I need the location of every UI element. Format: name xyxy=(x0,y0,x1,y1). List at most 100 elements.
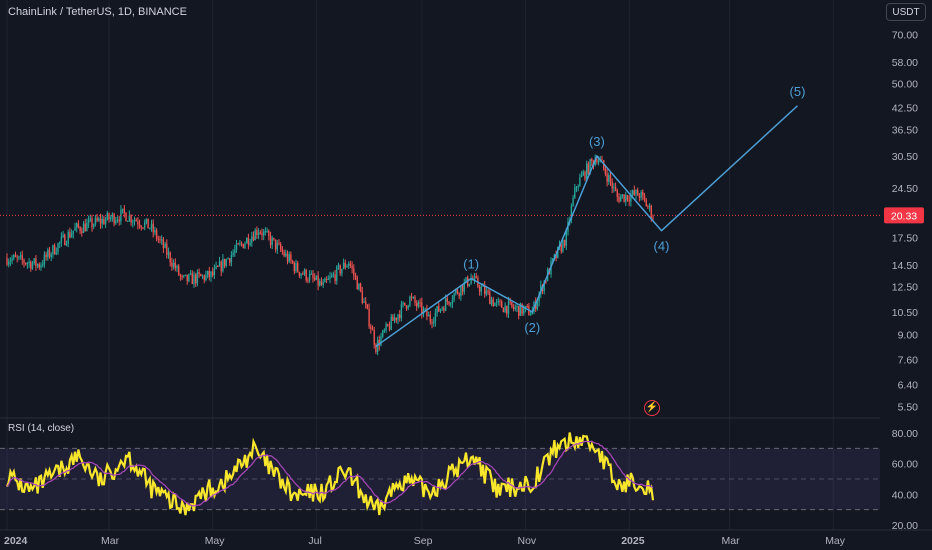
price-tick-label: 7.60 xyxy=(898,354,919,366)
price-tick-label: 9.00 xyxy=(898,330,919,342)
candle-body xyxy=(504,305,506,313)
candle-body xyxy=(638,195,641,198)
rsi-ma-line xyxy=(6,440,654,507)
candle-body xyxy=(283,252,285,256)
candle-body xyxy=(465,277,467,283)
candle-body xyxy=(72,230,74,234)
candle-body xyxy=(295,263,297,271)
candle-body xyxy=(254,230,256,241)
candle-body xyxy=(410,296,413,298)
candle-body xyxy=(344,262,346,268)
candle-body xyxy=(91,218,93,228)
candle-body xyxy=(429,314,431,322)
candle-body xyxy=(144,222,146,228)
wave-label: (1) xyxy=(463,257,479,272)
candle-body xyxy=(443,307,445,311)
candle-body xyxy=(390,316,392,330)
candle-body xyxy=(67,232,69,244)
time-axis-bg xyxy=(0,530,932,550)
candle-body xyxy=(225,259,227,266)
candle-body xyxy=(115,220,117,224)
time-tick-label: Nov xyxy=(518,535,537,547)
candle-body xyxy=(540,285,542,294)
candle-body xyxy=(604,168,607,174)
candle-body xyxy=(640,191,642,198)
wave-label: (3) xyxy=(589,134,605,149)
candle-body xyxy=(473,276,476,280)
candle-body xyxy=(631,190,634,195)
candle-body xyxy=(512,306,515,309)
candle-body xyxy=(453,293,455,300)
candle-body xyxy=(487,290,489,293)
candle-body xyxy=(140,226,142,228)
time-tick-label: Jul xyxy=(308,535,321,547)
candle-body xyxy=(324,278,326,283)
price-tick-label: 42.50 xyxy=(892,102,918,114)
candle-body xyxy=(645,199,647,207)
price-tick-label: 6.40 xyxy=(898,379,919,391)
candle-body xyxy=(118,219,120,222)
candle-body xyxy=(57,243,59,253)
candle-body xyxy=(52,245,54,255)
candle-body xyxy=(348,263,350,266)
candle-body xyxy=(635,190,637,195)
price-tick-label: 17.50 xyxy=(892,232,918,244)
candle-body xyxy=(35,258,37,267)
candle-body xyxy=(64,234,66,246)
candle-body xyxy=(463,282,465,292)
candle-body xyxy=(264,231,267,233)
candle-body xyxy=(468,283,471,286)
candle-body xyxy=(421,302,423,314)
candle-body xyxy=(19,255,22,257)
candle-body xyxy=(650,205,652,218)
rsi-indicator-label[interactable]: RSI (14, close) xyxy=(8,423,75,434)
candle-body xyxy=(433,321,435,324)
candle-body xyxy=(630,194,632,202)
candle-body xyxy=(74,227,76,231)
candle-body xyxy=(314,278,316,280)
candle-body xyxy=(234,249,236,253)
candle-body xyxy=(65,243,68,246)
candle-body xyxy=(361,290,363,303)
time-tick-label: May xyxy=(205,535,226,547)
candle-body xyxy=(246,237,248,244)
candle-body xyxy=(81,231,83,233)
currency-button[interactable]: USDT xyxy=(886,3,926,21)
candle-body xyxy=(319,281,321,286)
candle-body xyxy=(251,236,253,243)
candle-body xyxy=(399,314,401,318)
candle-body xyxy=(171,262,173,267)
candle-body xyxy=(271,237,273,245)
candle-body xyxy=(82,223,85,233)
candle-body xyxy=(596,159,598,163)
candle-body xyxy=(6,257,8,265)
candle-body xyxy=(206,270,209,275)
candle-body xyxy=(87,219,90,223)
candle-body xyxy=(266,231,268,233)
candle-body xyxy=(331,275,333,277)
candle-body xyxy=(16,256,18,258)
candle-body xyxy=(506,305,508,314)
candle-body xyxy=(205,274,207,281)
candle-body xyxy=(43,254,46,265)
wave-label: (2) xyxy=(524,320,540,335)
candle-body xyxy=(89,218,91,220)
lightning-alert-icon[interactable]: ⚡ xyxy=(644,400,660,416)
last-price-label: 20.33 xyxy=(891,210,917,222)
candle-body xyxy=(25,263,27,265)
time-axis: 2024 Mar May Jul Sep Nov 2025 Mar May xyxy=(0,529,932,550)
candle-body xyxy=(45,254,47,258)
candle-body xyxy=(142,227,144,229)
rsi-axis: 80.00 60.00 40.00 20.00 xyxy=(892,428,918,532)
candle-body xyxy=(441,307,443,310)
candle-body xyxy=(145,218,148,223)
candle-body xyxy=(633,190,635,195)
candle-body xyxy=(157,238,159,240)
candle-body xyxy=(507,301,510,314)
candle-body xyxy=(196,272,199,284)
candle-body xyxy=(307,280,309,282)
candle-body xyxy=(77,223,80,228)
candle-body xyxy=(60,236,63,243)
candle-body xyxy=(560,244,562,252)
